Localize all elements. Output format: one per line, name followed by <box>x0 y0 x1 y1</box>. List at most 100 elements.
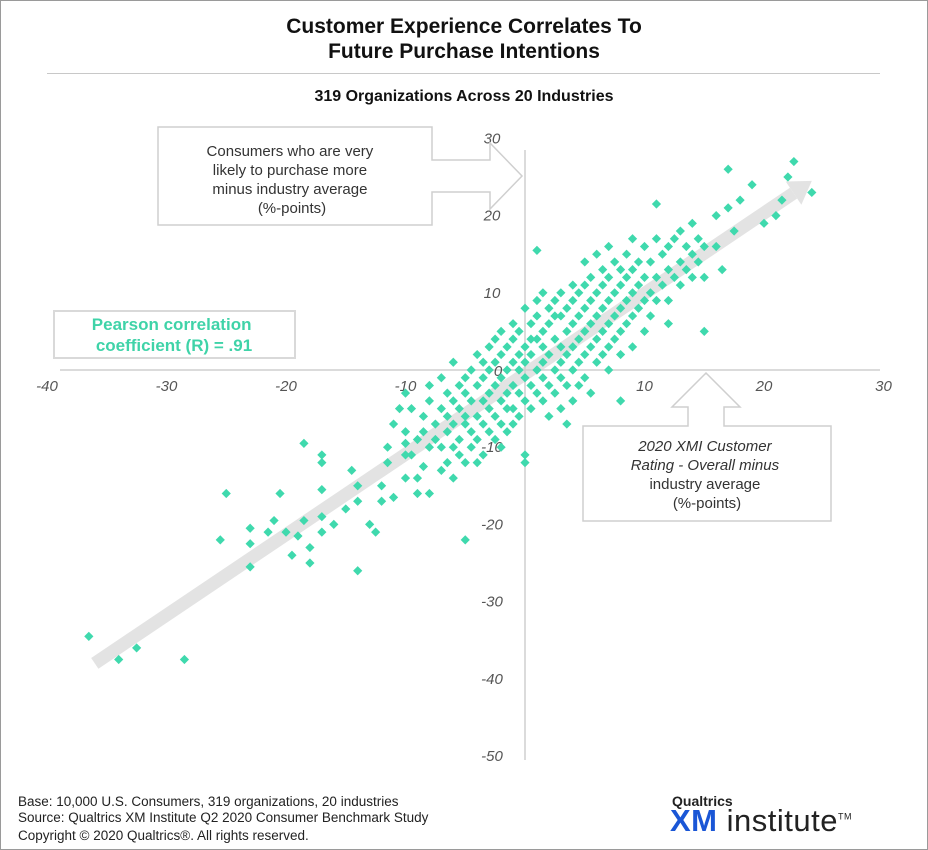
data-point <box>502 365 512 375</box>
data-point <box>454 380 464 391</box>
data-point <box>699 272 709 282</box>
points-layer <box>84 156 817 665</box>
y-tick-label: -50 <box>481 748 503 765</box>
data-point <box>215 535 225 545</box>
y-tick-label: -30 <box>481 594 503 611</box>
data-point <box>341 504 351 514</box>
data-point <box>532 365 542 375</box>
data-point <box>460 535 470 545</box>
data-point <box>538 342 548 352</box>
data-point <box>651 234 662 244</box>
data-point <box>633 303 644 313</box>
data-point <box>472 434 482 445</box>
data-point <box>245 562 255 572</box>
footer-source: Source: Qualtrics XM Institute Q2 2020 C… <box>18 810 429 825</box>
data-point <box>460 411 470 421</box>
data-point <box>520 342 530 352</box>
data-point <box>604 319 614 329</box>
data-point <box>502 404 512 414</box>
data-point <box>723 203 733 213</box>
data-point <box>556 311 566 321</box>
data-point <box>711 211 721 221</box>
data-point <box>418 427 429 437</box>
data-point <box>436 442 446 452</box>
data-point <box>448 396 458 406</box>
data-point <box>263 527 273 537</box>
data-point <box>592 357 602 367</box>
data-point <box>353 481 363 491</box>
data-point <box>651 272 662 282</box>
x-tick-label: 30 <box>875 378 892 395</box>
data-point <box>580 303 590 313</box>
data-point <box>657 249 668 259</box>
data-point <box>496 442 506 452</box>
data-point <box>544 349 554 360</box>
data-point <box>562 380 572 391</box>
data-point <box>783 172 793 182</box>
data-point <box>663 241 673 252</box>
data-point <box>400 438 411 448</box>
data-point <box>317 485 327 495</box>
data-point <box>299 515 309 526</box>
data-point <box>388 419 399 429</box>
qualtrics-logo-text: Qualtrics <box>672 793 733 809</box>
data-point <box>466 365 476 375</box>
data-point <box>610 311 620 321</box>
data-point <box>460 458 470 468</box>
data-point <box>651 199 662 209</box>
data-point <box>472 411 482 421</box>
data-point <box>538 396 548 406</box>
data-point <box>771 211 781 221</box>
data-point <box>663 265 673 275</box>
x-callout-text: 2020 XMI Customer Rating - Overall minus… <box>631 438 784 512</box>
data-point <box>586 342 596 352</box>
data-point <box>424 396 434 406</box>
data-point <box>717 265 727 275</box>
data-point <box>777 195 787 205</box>
data-point <box>627 234 638 244</box>
data-point <box>568 365 578 375</box>
xm-institute-logo: XM instituteTM <box>670 803 852 839</box>
data-point <box>616 280 626 290</box>
data-point <box>562 326 572 336</box>
data-point <box>502 388 512 398</box>
x-callout-line: industry average <box>649 476 760 493</box>
data-point <box>616 396 626 406</box>
data-point <box>502 342 512 352</box>
data-point <box>759 218 769 228</box>
data-point <box>621 272 632 282</box>
x-callout-line: 2020 XMI Customer <box>637 438 772 455</box>
data-point <box>245 523 255 533</box>
data-point <box>287 550 297 560</box>
data-point <box>610 288 620 298</box>
chart-subtitle: 319 Organizations Across 20 Industries <box>314 88 614 105</box>
trend-line <box>91 187 798 669</box>
data-point <box>538 288 548 298</box>
data-point <box>604 365 614 375</box>
data-point <box>735 195 745 205</box>
data-point <box>317 450 327 460</box>
data-point <box>621 295 632 306</box>
chart-title-line-2: Future Purchase Intentions <box>328 40 600 63</box>
data-point <box>508 380 518 391</box>
footer-base: Base: 10,000 U.S. Consumers, 319 organiz… <box>18 794 399 809</box>
data-point <box>645 311 656 321</box>
data-point <box>448 357 458 367</box>
data-point <box>568 319 578 329</box>
data-point <box>598 349 608 360</box>
data-point <box>592 249 602 259</box>
data-point <box>657 280 668 290</box>
logo-institute: institute <box>726 803 838 838</box>
data-point <box>508 404 518 414</box>
data-point <box>592 311 602 321</box>
data-point <box>633 280 644 290</box>
data-point <box>490 334 500 344</box>
data-point <box>490 357 500 367</box>
data-point <box>699 241 709 252</box>
y-callout-line: (%-points) <box>258 200 326 217</box>
data-point <box>789 156 799 167</box>
y-callout-line: likely to purchase more <box>213 162 367 179</box>
data-point <box>550 388 560 398</box>
x-callout-line: Rating - Overall minus <box>631 457 780 474</box>
data-point <box>610 334 620 344</box>
